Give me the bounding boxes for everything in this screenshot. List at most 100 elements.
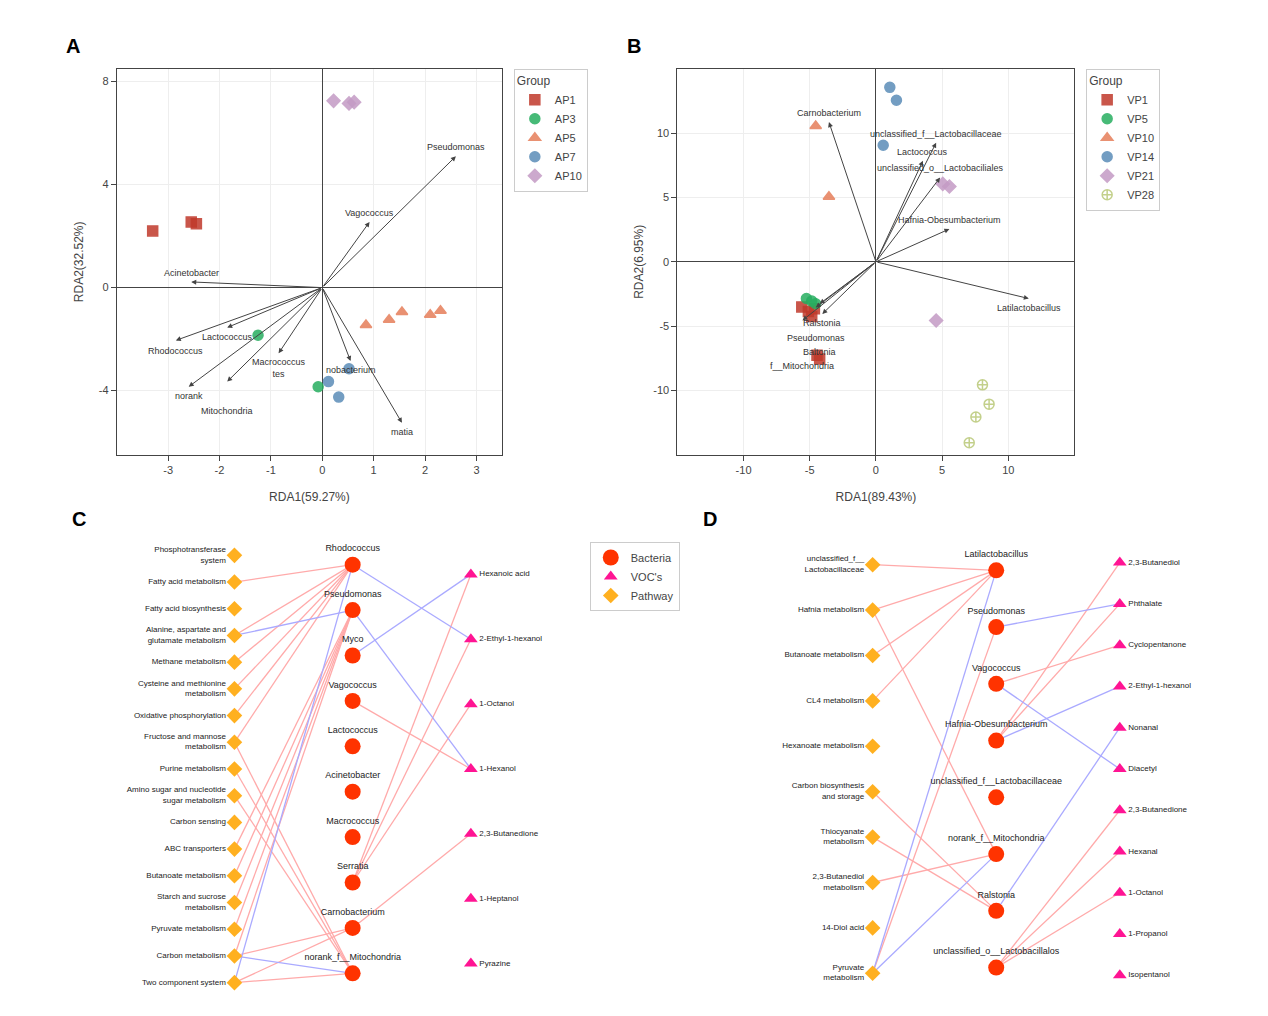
svg-text:VP1: VP1 [1127,94,1148,106]
svg-text:-10: -10 [736,464,752,476]
svg-text:VP21: VP21 [1127,170,1154,182]
svg-text:0: 0 [663,256,669,268]
svg-text:unclassified_o__Lactobaciliale: unclassified_o__Lactobaciliales [877,163,1004,173]
svg-text:2,3-Butanediolmetabolism: 2,3-Butanediolmetabolism [813,872,865,891]
svg-text:AP7: AP7 [555,151,576,163]
svg-text:5: 5 [663,191,669,203]
svg-text:Pseudomonas: Pseudomonas [967,606,1025,616]
svg-text:2,3-Butanedione: 2,3-Butanedione [1128,805,1187,814]
svg-text:Fructose and mannosemetabolism: Fructose and mannosemetabolism [144,732,226,751]
svg-text:unclassified_o__Lactobacillalo: unclassified_o__Lactobacillalos [933,946,1060,956]
svg-text:Hexanal: Hexanal [1128,847,1158,856]
svg-text:Methane metabolism: Methane metabolism [152,657,227,666]
svg-text:Carbon metabolism: Carbon metabolism [157,951,227,960]
svg-text:f__Mitochondria: f__Mitochondria [770,361,834,371]
svg-text:Carbon biosynthesisand storage: Carbon biosynthesisand storage [792,781,865,800]
svg-text:-10: -10 [653,384,669,396]
svg-text:Pyruvatemetabolism: Pyruvatemetabolism [823,963,864,982]
svg-text:Pseudomonas: Pseudomonas [427,142,485,152]
svg-text:unclassified_f__Lactobacillace: unclassified_f__Lactobacillaceae [930,776,1062,786]
svg-text:Macrococcus: Macrococcus [326,816,380,826]
svg-text:Amino sugar and nucleotidesuga: Amino sugar and nucleotidesugar metaboli… [127,786,227,805]
svg-text:2: 2 [422,464,428,476]
svg-text:norank: norank [175,391,203,401]
svg-text:CL4 metabolism: CL4 metabolism [806,696,864,705]
svg-text:Vagococcus: Vagococcus [972,663,1021,673]
svg-text:Two component system: Two component system [142,978,226,987]
svg-text:1-Octanol: 1-Octanol [1128,888,1163,897]
svg-text:Butanoate metabolism: Butanoate metabolism [146,871,226,880]
svg-text:Macrococcustes: Macrococcustes [252,357,306,379]
svg-text:Lactococcus: Lactococcus [897,147,948,157]
svg-text:Pseudomonas: Pseudomonas [787,333,845,343]
svg-text:Myco: Myco [342,634,364,644]
svg-text:unclassified_f__Lactobacillace: unclassified_f__Lactobacillaceae [870,129,1002,139]
svg-text:8: 8 [102,75,108,87]
svg-text:RDA2(32.52%): RDA2(32.52%) [72,221,86,302]
svg-text:A: A [66,35,80,57]
svg-text:AP1: AP1 [555,94,576,106]
svg-text:VP10: VP10 [1127,132,1154,144]
svg-text:Rhodococcus: Rhodococcus [325,543,380,553]
svg-text:Purine metabolism: Purine metabolism [160,764,227,773]
svg-text:1-Propanol: 1-Propanol [1128,929,1167,938]
svg-text:Lactococcus: Lactococcus [328,725,379,735]
svg-text:Serratia: Serratia [337,861,369,871]
svg-text:1: 1 [371,464,377,476]
svg-text:ABC transporters: ABC transporters [165,844,226,853]
svg-text:Phosphotransferasesystem: Phosphotransferasesystem [154,545,226,564]
svg-text:Carnobacterium: Carnobacterium [797,108,861,118]
svg-text:VOC's: VOC's [631,571,663,583]
svg-text:Ralstonia: Ralstonia [803,318,841,328]
svg-text:Acinetobacter: Acinetobacter [325,770,380,780]
svg-text:-2: -2 [215,464,225,476]
svg-text:Carbon sensing: Carbon sensing [170,817,226,826]
svg-text:1-Heptanol: 1-Heptanol [479,894,518,903]
svg-text:Acinetobacter: Acinetobacter [164,268,219,278]
svg-text:10: 10 [657,127,669,139]
svg-text:Carnobacterium: Carnobacterium [321,907,385,917]
svg-text:AP3: AP3 [555,113,576,125]
svg-text:VP28: VP28 [1127,189,1154,201]
svg-text:Hexanoic acid: Hexanoic acid [479,569,529,578]
svg-text:Vagococcus: Vagococcus [328,680,377,690]
svg-text:Cysteine and methioninemetabol: Cysteine and methioninemetabolism [138,679,227,698]
svg-text:Diacetyl: Diacetyl [1128,764,1157,773]
svg-text:Butanoate metabolism: Butanoate metabolism [785,650,865,659]
svg-text:Hafnia-Obesumbacterium: Hafnia-Obesumbacterium [945,719,1048,729]
svg-text:2-Ethyl-1-hexanol: 2-Ethyl-1-hexanol [479,634,542,643]
svg-text:Fatty acid biosynthesis: Fatty acid biosynthesis [145,604,226,613]
svg-text:unclassified_f__Lactobacillace: unclassified_f__Lactobacillaceae [805,554,865,573]
svg-text:AP5: AP5 [555,132,576,144]
svg-text:-5: -5 [805,464,815,476]
svg-text:2-Ethyl-1-hexanol: 2-Ethyl-1-hexanol [1128,681,1191,690]
svg-text:Nonanal: Nonanal [1128,723,1158,732]
svg-text:Fatty acid metabolism: Fatty acid metabolism [148,577,226,586]
svg-text:Cyclopentanone: Cyclopentanone [1128,640,1186,649]
svg-text:Group: Group [517,74,551,88]
svg-text:0: 0 [102,281,108,293]
svg-text:-5: -5 [659,320,669,332]
svg-text:-3: -3 [163,464,173,476]
svg-text:B: B [627,35,641,57]
svg-text:Thiocyanatemetabolism: Thiocyanatemetabolism [821,827,865,846]
svg-text:Hafnia metabolism: Hafnia metabolism [798,605,865,614]
svg-text:Ralstonia: Ralstonia [977,890,1015,900]
svg-text:Isopentanol: Isopentanol [1128,970,1170,979]
svg-text:-4: -4 [99,384,109,396]
svg-text:RDA1(89.43%): RDA1(89.43%) [836,490,917,504]
svg-text:4: 4 [102,178,108,190]
svg-text:Hafnia-Obesumbacterium: Hafnia-Obesumbacterium [898,215,1001,225]
svg-text:VP5: VP5 [1127,113,1148,125]
svg-text:Oxidative phosphorylation: Oxidative phosphorylation [134,711,226,720]
svg-text:Group: Group [1089,74,1123,88]
svg-text:Pseudomonas: Pseudomonas [324,589,382,599]
svg-text:Phthalate: Phthalate [1128,599,1162,608]
svg-text:14-Diol acid: 14-Diol acid [822,923,864,932]
svg-text:5: 5 [939,464,945,476]
svg-text:Rhodococcus: Rhodococcus [148,346,203,356]
svg-text:RDA1(59.27%): RDA1(59.27%) [269,490,350,504]
svg-text:Pyrazine: Pyrazine [479,959,511,968]
svg-text:Hexanoate metabolism: Hexanoate metabolism [782,741,864,750]
svg-text:Lactococcus: Lactococcus [202,332,253,342]
